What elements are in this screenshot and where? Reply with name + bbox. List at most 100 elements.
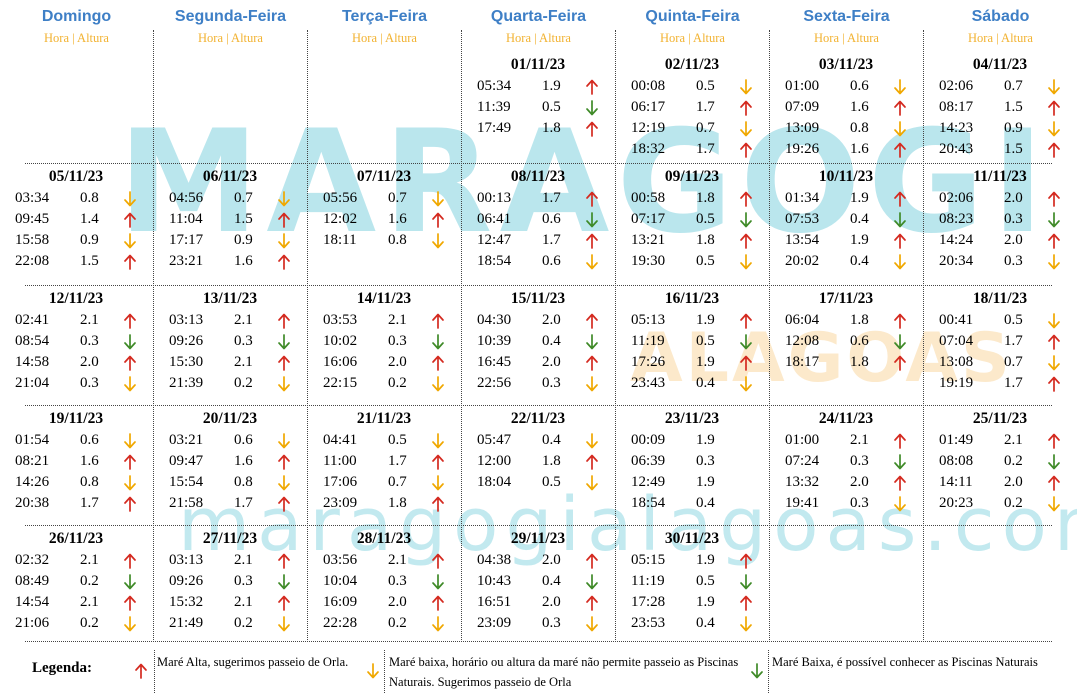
tide-height: 2.1 (80, 594, 99, 610)
tide-height: 0.2 (1004, 495, 1023, 511)
arrow-down-yellow-icon (124, 233, 136, 249)
tide-arrow (1047, 100, 1061, 116)
date-label: 23/11/23 (664, 410, 720, 427)
tide-time: 18:17 (785, 354, 820, 370)
tide-arrow (123, 574, 137, 590)
tide-height: 0.7 (388, 190, 407, 206)
tide-height: 0.8 (80, 190, 99, 206)
tide-time: 12:47 (477, 232, 512, 248)
date-label: 29/11/23 (510, 530, 566, 547)
tide-row: 09:45 1.4 (12, 209, 140, 230)
arrow-up-icon (586, 121, 598, 137)
tide-time: 12:02 (323, 211, 358, 227)
day-cell: 09/11/23 00:58 1.8 07:17 0.5 13:21 1.8 19:30 0.5 (628, 167, 756, 272)
legend-divider (154, 650, 155, 693)
tide-arrow (277, 595, 291, 611)
arrow-up-icon (432, 355, 444, 371)
arrow-down-yellow-icon (432, 233, 444, 249)
tide-time: 05:56 (323, 190, 358, 206)
day-header: Sexta-Feira Hora | Altura (770, 0, 923, 52)
hora-altura-label: Hora | Altura (968, 31, 1033, 45)
tide-arrow (739, 212, 753, 228)
date-label: 11/11/23 (973, 168, 1027, 185)
tide-row: 13:54 1.9 (782, 230, 910, 251)
arrow-up-icon (124, 496, 136, 512)
date-label: 13/11/23 (202, 290, 258, 307)
arrow-up-icon (894, 233, 906, 249)
tide-row: 07:53 0.4 (782, 209, 910, 230)
date-label: 15/11/23 (510, 290, 566, 307)
tide-height: 0.2 (80, 573, 99, 589)
arrow-up-icon (124, 313, 136, 329)
tide-arrow (431, 496, 445, 512)
tide-row: 10:02 0.3 (320, 331, 448, 352)
tide-height: 0.5 (696, 78, 715, 94)
date-label: 08/11/23 (510, 168, 566, 185)
tide-arrow (1047, 376, 1061, 392)
tide-arrow (585, 212, 599, 228)
day-cell: 18/11/23 00:41 0.5 07:04 1.7 13:08 0.7 19:19 1.7 (936, 289, 1064, 394)
tide-row: 18:11 0.8 (320, 230, 448, 251)
hora-altura-label: Hora | Altura (660, 31, 725, 45)
tide-row: 01:00 2.1 (782, 430, 910, 451)
tide-arrow (585, 433, 599, 449)
tide-height: 0.4 (542, 432, 561, 448)
tide-time: 17:28 (631, 594, 666, 610)
tide-arrow (1047, 313, 1061, 329)
tide-row: 06:39 0.3 (628, 451, 756, 472)
tide-time: 11:19 (631, 333, 665, 349)
arrow-up-icon (278, 355, 290, 371)
date-label: 09/11/23 (664, 168, 720, 185)
tide-row: 22:56 0.3 (474, 373, 602, 394)
tide-time: 09:45 (15, 211, 50, 227)
tide-time: 12:49 (631, 474, 666, 490)
tide-row: 15:32 2.1 (166, 592, 294, 613)
tide-row: 20:23 0.2 (936, 493, 1064, 514)
tide-arrow (123, 191, 137, 207)
tide-time: 01:34 (785, 190, 820, 206)
tide-height: 0.3 (388, 333, 407, 349)
tide-row: 05:47 0.4 (474, 430, 602, 451)
tide-height: 1.9 (850, 232, 869, 248)
tide-row: 03:53 2.1 (320, 310, 448, 331)
tide-height: 0.5 (542, 99, 561, 115)
arrow-up-icon (1048, 100, 1060, 116)
tide-height: 0.3 (234, 573, 253, 589)
tide-time: 12:00 (477, 453, 512, 469)
tide-height: 0.2 (388, 375, 407, 391)
tide-time: 09:26 (169, 573, 204, 589)
tide-row: 03:34 0.8 (12, 188, 140, 209)
tide-time: 02:06 (939, 190, 974, 206)
tide-height: 1.8 (850, 354, 869, 370)
tide-time: 18:04 (477, 474, 512, 490)
tide-time: 21:39 (169, 375, 204, 391)
tide-height: 1.6 (388, 211, 407, 227)
column-divider (461, 30, 462, 642)
tide-time: 10:43 (477, 573, 512, 589)
tide-height: 0.3 (542, 375, 561, 391)
tide-row: 05:13 1.9 (628, 310, 756, 331)
tide-time: 22:08 (15, 253, 50, 269)
tide-arrow (123, 595, 137, 611)
tide-row: 03:13 2.1 (166, 550, 294, 571)
tide-arrow (431, 475, 445, 491)
tide-time: 08:21 (15, 453, 50, 469)
tide-arrow (739, 355, 753, 371)
tide-height: 2.1 (234, 312, 253, 328)
day-name: Quarta-Feira (490, 8, 587, 25)
tide-row: 07:24 0.3 (782, 451, 910, 472)
arrow-down-yellow-icon (278, 233, 290, 249)
date-label: 27/11/23 (202, 530, 258, 547)
tide-time: 22:56 (477, 375, 512, 391)
arrow-up-icon (278, 254, 290, 270)
tide-height: 0.3 (696, 453, 715, 469)
tide-time: 00:09 (631, 432, 666, 448)
arrow-up-icon (135, 663, 147, 679)
tide-arrow (739, 191, 753, 207)
arrow-up-icon (894, 100, 906, 116)
tide-arrow (277, 355, 291, 371)
tide-time: 04:30 (477, 312, 512, 328)
tide-row: 12:00 1.8 (474, 451, 602, 472)
tide-row: 20:34 0.3 (936, 251, 1064, 272)
